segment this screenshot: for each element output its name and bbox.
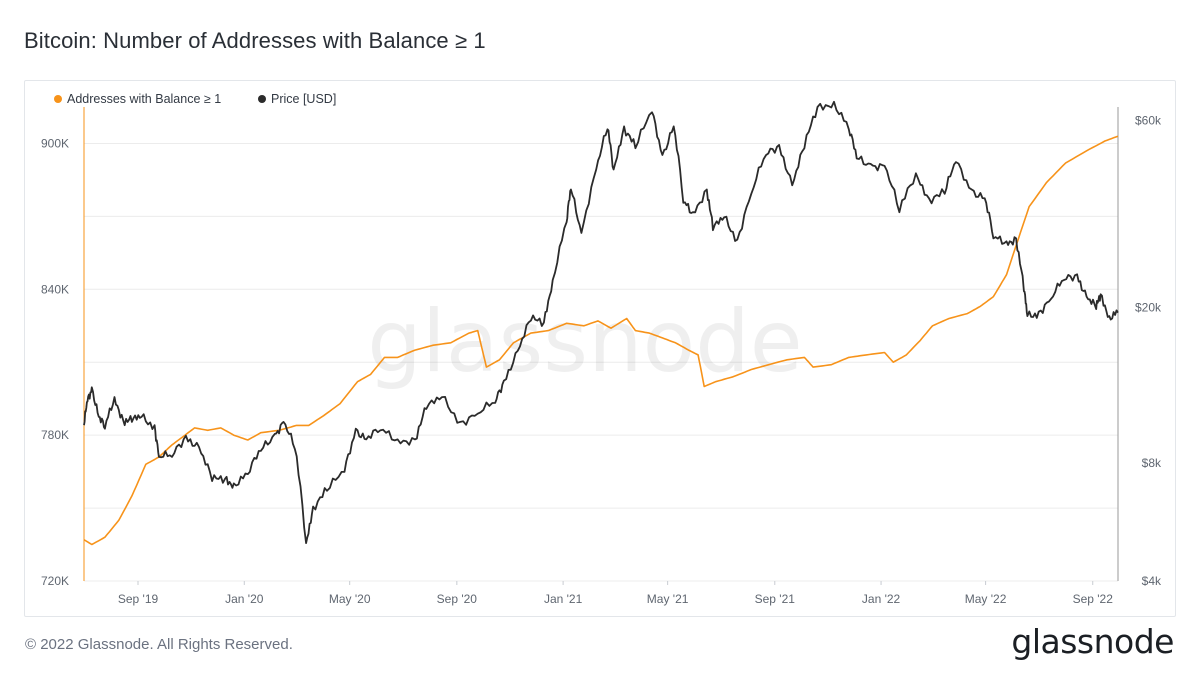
y-right-tick-label: $8k [1142, 456, 1162, 470]
x-tick-label: Sep '19 [118, 592, 159, 606]
watermark-text: glassnode [367, 292, 802, 392]
x-tick-label: Jan '22 [862, 592, 901, 606]
chart-title: Bitcoin: Number of Addresses with Balanc… [24, 28, 486, 53]
legend-swatch-addresses [54, 95, 62, 103]
x-tick-label: May '20 [329, 592, 371, 606]
y-right-tick-label: $60k [1135, 114, 1162, 128]
series-line-price[interactable] [83, 100, 1119, 544]
series-line-addresses[interactable] [83, 135, 1119, 546]
series-layer [83, 100, 1119, 546]
y-left-tick-label: 840K [41, 282, 69, 296]
legend: Addresses with Balance ≥ 1 Price [USD] [54, 92, 336, 106]
x-tick-label: Jan '21 [544, 592, 583, 606]
x-tick-label: Sep '22 [1073, 592, 1114, 606]
x-tick-label: Jan '20 [225, 592, 264, 606]
y-left-tick-label: 900K [41, 136, 69, 150]
y-right-tick-label: $20k [1135, 300, 1162, 314]
axis-ticks: 720K 780K 840K 900K $4k $8k $20k $60k Sep '19 Jan… [41, 114, 1162, 606]
y-left-tick-label: 780K [41, 428, 69, 442]
x-tick-label: Sep '20 [437, 592, 478, 606]
chart-panel: glassnode 720K 780K 840K 900K $4k $8k $20k $60k… [24, 80, 1176, 617]
glassnode-logo[interactable]: glassnode [1011, 622, 1174, 661]
line-chart[interactable]: glassnode 720K 780K 840K 900K $4k $8k $20k $60k… [25, 81, 1175, 616]
x-tick-label: May '22 [965, 592, 1007, 606]
legend-label-price: Price [USD] [271, 92, 336, 106]
legend-item-price[interactable]: Price [USD] [258, 92, 336, 106]
copyright-text: © 2022 Glassnode. All Rights Reserved. [25, 636, 293, 653]
legend-label-addresses: Addresses with Balance ≥ 1 [67, 92, 221, 106]
x-tick-label: May '21 [647, 592, 689, 606]
legend-item-addresses[interactable]: Addresses with Balance ≥ 1 [54, 92, 221, 106]
legend-swatch-price [258, 95, 266, 103]
x-tick-label: Sep '21 [755, 592, 796, 606]
y-right-tick-label: $4k [1142, 574, 1162, 588]
y-left-tick-label: 720K [41, 574, 69, 588]
